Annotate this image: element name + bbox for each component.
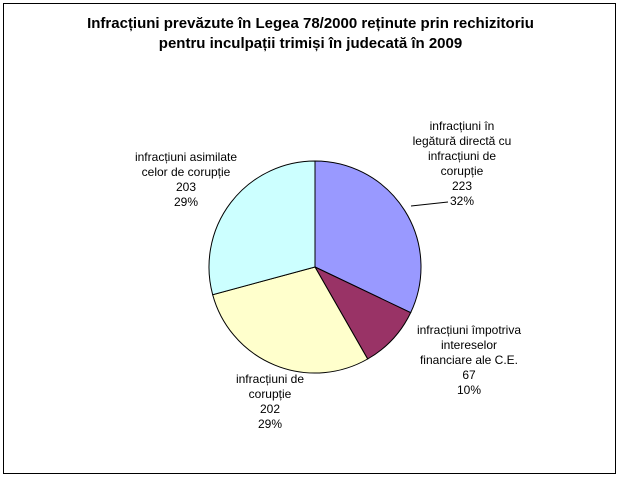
slice-label-3: infracțiuni de corupție 202 29% (236, 372, 304, 431)
pie-slice-4 (208, 160, 316, 296)
slice-label-line: infracțiuni în (430, 119, 495, 133)
slice-value: 203 (176, 180, 196, 194)
slice-label-line: intereselor (441, 338, 497, 352)
slice-label-1: infracțiuni în legătură directă cu infracț… (413, 119, 512, 208)
slice-label-2: infracțiuni împotriva intereselor financia… (417, 323, 521, 397)
slice-label-line: financiare ale C.E. (420, 353, 518, 367)
slice-percent: 32% (450, 194, 474, 208)
slice-labels: infracțiuni în legătură directă cu infracț… (135, 119, 521, 431)
chart-title: Infracțiuni prevăzute în Legea 78/2000 r… (0, 14, 621, 54)
slice-label-line: infracțiuni de (428, 149, 496, 163)
slice-value: 202 (260, 402, 280, 416)
slice-label-line: infracțiuni împotriva (417, 323, 521, 337)
chart-title-line-2: pentru inculpații trimiși în judecată în… (158, 35, 463, 52)
slice-label-line: infracțiuni asimilate (135, 150, 237, 164)
pie-slice-1 (314, 160, 422, 314)
leader-line-1 (410, 201, 449, 207)
pie-slices (208, 160, 422, 374)
slice-value: 223 (452, 179, 472, 193)
slice-label-line: celor de corupție (142, 165, 231, 179)
slice-label-4: infracțiuni asimilate celor de corupție 20… (135, 150, 237, 209)
slice-percent: 29% (174, 195, 198, 209)
slice-label-line: infracțiuni de (236, 372, 304, 386)
pie-slice-3 (212, 266, 369, 374)
slice-label-line: legătură directă cu (413, 134, 512, 148)
slice-label-line: corupție (441, 164, 484, 178)
leader-lines (410, 201, 449, 207)
slice-percent: 29% (258, 417, 282, 431)
slice-label-line: corupție (249, 387, 292, 401)
slice-percent: 10% (457, 383, 481, 397)
slice-value: 67 (462, 368, 476, 382)
chart-title-line-1: Infracțiuni prevăzute în Legea 78/2000 r… (87, 15, 534, 32)
